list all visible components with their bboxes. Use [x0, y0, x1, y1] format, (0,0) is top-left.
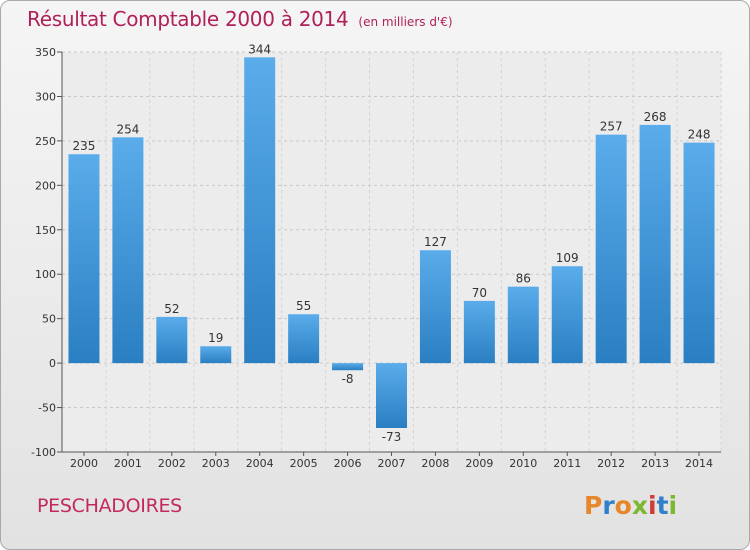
y-tick-label: -50: [38, 402, 56, 415]
y-tick-label: 300: [35, 90, 56, 103]
y-tick-label: 200: [35, 179, 56, 192]
data-label-2013: 268: [644, 110, 667, 124]
bar-2001: [112, 137, 144, 364]
logo-letter: i: [648, 491, 657, 520]
y-tick-label: 250: [35, 135, 56, 148]
bar-2009: [463, 300, 495, 364]
logo-letter: i: [668, 491, 678, 520]
data-label-2001: 254: [116, 122, 139, 136]
proxiti-logo[interactable]: Proxiti: [584, 491, 677, 520]
x-tick-label-2005: 2005: [290, 457, 318, 470]
bar-2005: [288, 314, 320, 364]
data-label-2006: -8: [342, 372, 354, 386]
y-tick-label: 0: [49, 357, 56, 370]
data-label-2004: 344: [248, 42, 271, 56]
data-label-2002: 52: [164, 302, 179, 316]
data-label-2005: 55: [296, 299, 311, 313]
x-tick-label-2011: 2011: [553, 457, 581, 470]
data-label-2014: 248: [688, 128, 711, 142]
data-label-2008: 127: [424, 235, 447, 249]
y-tick-label: -100: [31, 446, 56, 459]
logo-letter: t: [656, 491, 669, 520]
x-tick-label-2008: 2008: [421, 457, 449, 470]
y-tick-label: 350: [35, 46, 56, 59]
bar-2007: [376, 363, 407, 428]
chart-unit: (en milliers d'€): [358, 15, 453, 29]
x-tick-label-2010: 2010: [509, 457, 537, 470]
commune-name: PESCHADOIRES: [37, 495, 182, 517]
bar-2002: [156, 316, 188, 364]
data-labels: 235 254 52 19 344 55 -8 -73 127 70 86 109 257 268 248: [73, 42, 711, 444]
bar-2010: [507, 286, 539, 364]
data-label-2003: 19: [208, 331, 223, 345]
x-tick-label-2000: 2000: [70, 457, 98, 470]
bar-2012: [595, 134, 627, 364]
logo-letter: r: [602, 491, 615, 520]
bar-2014: [683, 142, 715, 364]
chart-title: Résultat Comptable 2000 à 2014: [27, 7, 349, 31]
x-tick-label-2013: 2013: [641, 457, 669, 470]
data-label-2010: 86: [516, 272, 531, 286]
x-tick-label-2007: 2007: [378, 457, 406, 470]
x-tick-label-2002: 2002: [158, 457, 186, 470]
y-tick-label: 100: [35, 268, 56, 281]
title-row: Résultat Comptable 2000 à 2014 (en millie…: [27, 7, 453, 31]
bar-2006: [332, 363, 364, 371]
logo-letter: o: [614, 491, 632, 520]
logo-letter: x: [631, 491, 648, 520]
data-label-2011: 109: [556, 251, 579, 265]
y-tick-label: 150: [35, 224, 56, 237]
x-tick-label-2003: 2003: [202, 457, 230, 470]
bars: [68, 57, 715, 428]
data-label-2000: 235: [73, 139, 96, 153]
x-tick-label-2001: 2001: [114, 457, 142, 470]
bar-2000: [68, 154, 100, 364]
x-tick-label-2012: 2012: [597, 457, 625, 470]
x-tick-label-2014: 2014: [685, 457, 713, 470]
data-label-2009: 70: [472, 286, 487, 300]
bar-2013: [639, 124, 671, 364]
bar-2003: [200, 346, 232, 364]
data-label-2007: -73: [382, 430, 402, 444]
bar-2008: [419, 250, 451, 364]
data-label-2012: 257: [600, 120, 623, 134]
axes: -100 -50 0 50 100 150 200 250 300 350 2000 2001 2002…: [31, 46, 721, 470]
bar-2004: [244, 57, 276, 364]
y-tick-label: 50: [42, 313, 56, 326]
logo-letter: P: [584, 491, 603, 520]
bar-2011: [551, 266, 583, 364]
x-tick-label-2009: 2009: [465, 457, 493, 470]
x-tick-label-2006: 2006: [334, 457, 362, 470]
x-tick-label-2004: 2004: [246, 457, 274, 470]
